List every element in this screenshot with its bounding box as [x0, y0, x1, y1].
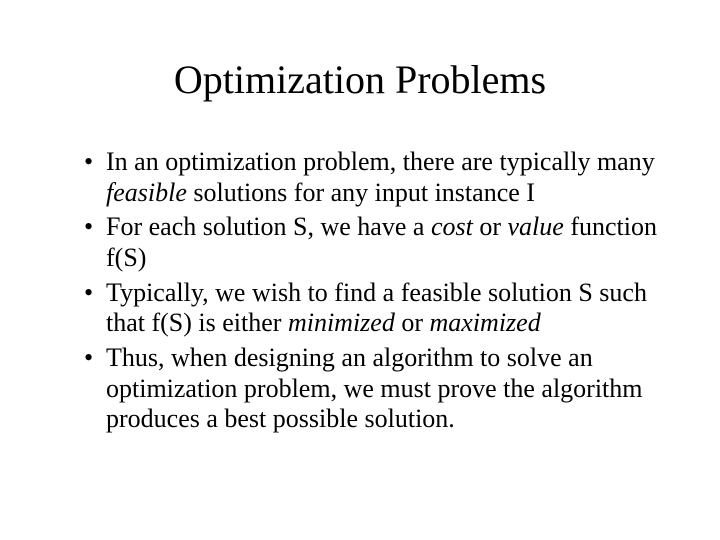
bullet-italic: feasible — [106, 178, 187, 207]
bullet-text: or — [395, 308, 430, 337]
bullet-text: For each solution S, we have a — [106, 212, 431, 241]
bullet-item: In an optimization problem, there are ty… — [84, 147, 660, 208]
bullet-italic: minimized — [288, 308, 395, 337]
bullet-item: Typically, we wish to find a feasible so… — [84, 278, 660, 339]
bullet-list: In an optimization problem, there are ty… — [60, 147, 660, 435]
slide-title: Optimization Problems — [60, 56, 660, 103]
bullet-item: Thus, when designing an algorithm to sol… — [84, 343, 660, 435]
bullet-text: Thus, when designing an algorithm to sol… — [106, 343, 643, 433]
bullet-text: In an optimization problem, there are ty… — [106, 147, 655, 176]
bullet-item: For each solution S, we have a cost or v… — [84, 212, 660, 273]
slide: Optimization Problems In an optimization… — [0, 0, 720, 540]
bullet-text: solutions for any input instance I — [187, 178, 535, 207]
bullet-italic: cost — [431, 212, 473, 241]
bullet-italic: maximized — [430, 308, 541, 337]
bullet-text: or — [473, 212, 508, 241]
bullet-italic: value — [508, 212, 564, 241]
